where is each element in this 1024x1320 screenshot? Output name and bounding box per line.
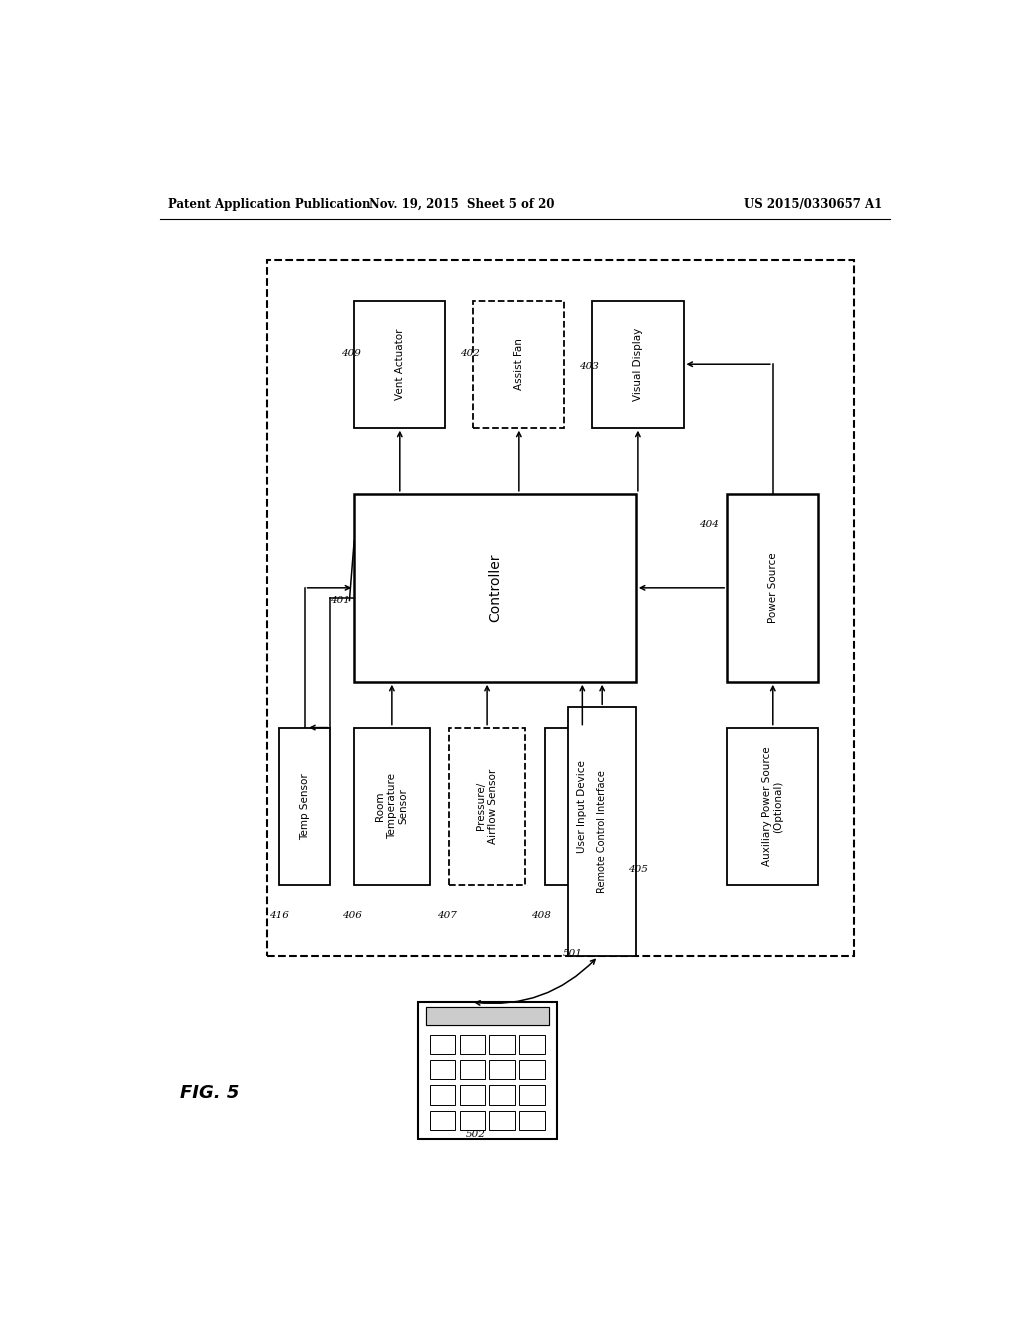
Text: 408: 408 bbox=[531, 911, 551, 920]
Text: Visual Display: Visual Display bbox=[633, 327, 643, 401]
Text: 409: 409 bbox=[341, 348, 360, 358]
Text: Assist Fan: Assist Fan bbox=[514, 338, 524, 391]
Bar bbox=[267, 260, 854, 956]
Text: Temp Sensor: Temp Sensor bbox=[300, 774, 309, 840]
Text: 406: 406 bbox=[342, 911, 362, 920]
Text: 407: 407 bbox=[437, 911, 458, 920]
Bar bbox=[489, 1085, 515, 1105]
Bar bbox=[727, 727, 818, 886]
Bar bbox=[460, 1085, 484, 1105]
Text: Controller: Controller bbox=[488, 553, 502, 622]
Bar bbox=[354, 301, 445, 428]
Text: Pressure/
Airflow Sensor: Pressure/ Airflow Sensor bbox=[476, 768, 498, 843]
Bar bbox=[430, 1035, 455, 1053]
Text: US 2015/0330657 A1: US 2015/0330657 A1 bbox=[743, 198, 882, 211]
Bar bbox=[450, 727, 524, 886]
Bar bbox=[489, 1060, 515, 1080]
Text: 403: 403 bbox=[579, 362, 599, 371]
Text: Power Source: Power Source bbox=[768, 553, 778, 623]
Text: 404: 404 bbox=[699, 520, 719, 529]
Bar bbox=[489, 1110, 515, 1130]
Bar bbox=[545, 727, 621, 886]
Text: Nov. 19, 2015  Sheet 5 of 20: Nov. 19, 2015 Sheet 5 of 20 bbox=[369, 198, 554, 211]
Bar bbox=[460, 1035, 484, 1053]
Bar bbox=[473, 301, 564, 428]
Bar bbox=[418, 1002, 557, 1139]
Bar bbox=[727, 494, 818, 682]
Bar bbox=[519, 1110, 545, 1130]
Text: 402: 402 bbox=[460, 348, 479, 358]
Bar bbox=[279, 727, 331, 886]
Bar bbox=[460, 1060, 484, 1080]
Bar bbox=[430, 1060, 455, 1080]
Text: FIG. 5: FIG. 5 bbox=[179, 1085, 239, 1102]
Text: User Input Device: User Input Device bbox=[578, 760, 588, 853]
Text: 501: 501 bbox=[563, 949, 583, 958]
Bar bbox=[519, 1035, 545, 1053]
Bar bbox=[519, 1060, 545, 1080]
Bar bbox=[426, 1007, 549, 1026]
Text: 500: 500 bbox=[465, 1094, 485, 1104]
Bar bbox=[354, 727, 430, 886]
Bar bbox=[426, 1007, 549, 1026]
Text: 401: 401 bbox=[331, 597, 350, 605]
Bar bbox=[519, 1085, 545, 1105]
Bar bbox=[568, 708, 636, 956]
Text: Vent Actuator: Vent Actuator bbox=[395, 329, 404, 400]
Text: Patent Application Publication: Patent Application Publication bbox=[168, 198, 371, 211]
Bar bbox=[430, 1085, 455, 1105]
Text: 416: 416 bbox=[269, 911, 289, 920]
Bar bbox=[489, 1035, 515, 1053]
Bar bbox=[430, 1110, 455, 1130]
Bar bbox=[460, 1110, 484, 1130]
Text: Remote Control Interface: Remote Control Interface bbox=[597, 771, 607, 894]
Text: Auxiliary Power Source
(Optional): Auxiliary Power Source (Optional) bbox=[762, 747, 783, 866]
Bar bbox=[354, 494, 636, 682]
Text: 502: 502 bbox=[465, 1130, 485, 1139]
Text: Room
Temperature
Sensor: Room Temperature Sensor bbox=[375, 774, 409, 840]
Text: 405: 405 bbox=[628, 866, 648, 874]
Bar bbox=[592, 301, 684, 428]
